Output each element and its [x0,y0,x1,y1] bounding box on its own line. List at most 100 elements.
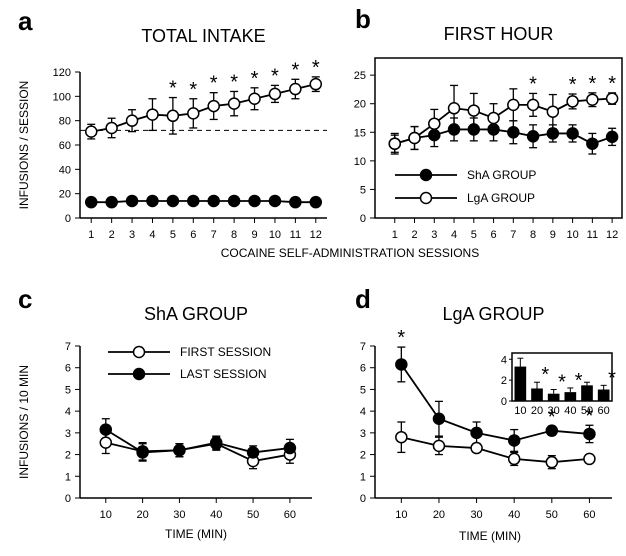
x-tick-label: 3 [431,229,437,241]
data-point [408,131,421,145]
data-point [467,123,481,136]
data-point [136,446,149,459]
series-line [91,200,316,204]
data-point [166,194,180,208]
x-axis-label: TIME (MIN) [165,527,227,541]
x-tick-label: 5 [471,229,477,241]
plot-frame [374,57,623,219]
data-point [447,102,461,115]
data-point [309,195,323,209]
x-tick-label: 11 [290,229,301,241]
data-point [388,137,402,150]
inset-significance-marker: * [608,367,616,389]
data-point [84,125,98,138]
y-tick-label: 80 [59,116,71,128]
y-tick-label: 7 [360,341,366,353]
y-tick-label: 15 [354,127,366,139]
data-point [99,436,113,449]
x-tick-label: 10 [395,509,407,521]
data-point [187,194,200,208]
x-tick-label: 4 [149,229,155,241]
x-tick-label: 2 [109,229,115,241]
significance-marker: * [586,405,594,427]
inset-y-tick-label: 2 [501,375,507,387]
data-point [125,114,139,127]
data-point [146,108,159,121]
y-tick-label: 3 [360,428,366,440]
y-tick-label: 2 [65,450,71,462]
legend-marker [132,345,146,359]
x-tick-label: 1 [88,229,94,241]
x-tick-label: 12 [310,229,322,241]
data-point [309,77,323,91]
data-point [289,82,302,96]
inset-x-tick-label: 10 [514,405,526,417]
inset-bar [514,366,527,401]
legend-label: FIRST SESSION [180,345,271,359]
data-point [507,98,520,112]
data-point [546,105,560,118]
inset-significance-marker: * [575,370,583,392]
legend-label: LAST SESSION [180,367,266,381]
y-tick-label: 60 [59,140,71,152]
data-point [207,194,220,208]
data-point [470,441,483,455]
inset-x-tick-label: 20 [531,405,543,417]
x-tick-label: 10 [566,229,578,241]
legend-label: ShA GROUP [467,168,536,182]
data-point [210,436,223,449]
y-tick-label: 5 [360,184,366,196]
y-tick-label: 20 [354,99,366,111]
data-point [187,107,200,120]
significance-marker: * [397,327,405,349]
data-point [470,426,483,440]
data-point [545,424,559,437]
y-tick-label: 0 [65,493,71,505]
panel-label: d [355,284,371,314]
data-point [428,117,441,130]
series-line [400,363,590,442]
x-tick-label: 1 [392,229,398,241]
significance-marker: * [569,74,577,96]
data-point [487,111,500,125]
series-line [91,83,316,133]
x-tick-label: 50 [247,509,259,521]
legend-marker [419,168,433,182]
data-point [586,137,599,150]
x-axis-label: COCAINE SELF-ADMINISTRATION SESSIONS [221,246,479,260]
x-tick-label: 60 [284,509,296,521]
x-tick-label: 9 [550,229,556,241]
legend-marker [132,367,146,381]
x-axis-label: TIME (MIN) [459,529,521,543]
data-point [125,194,139,208]
inset-bar [564,392,577,401]
inset-bar [547,393,560,401]
panel-title: LgA GROUP [442,304,544,324]
data-point [507,126,520,139]
data-point [283,441,297,455]
data-point [246,446,260,459]
x-tick-label: 60 [583,509,595,521]
data-point [566,127,579,140]
significance-marker: * [291,59,299,81]
significance-marker: * [271,65,279,87]
data-point [207,99,220,113]
y-tick-label: 3 [65,428,71,440]
series-line [394,128,613,145]
x-tick-label: 20 [433,509,445,521]
inset-bar [531,388,543,401]
y-tick-label: 0 [65,213,71,225]
data-point [248,194,261,208]
x-tick-label: 30 [173,509,185,521]
data-point [105,121,118,135]
x-tick-label: 5 [170,229,176,241]
y-tick-label: 4 [65,406,71,418]
y-tick-label: 120 [53,67,71,79]
y-axis-label: INFUSIONS / 10 MIN [17,365,31,479]
x-tick-label: 11 [587,229,598,241]
panel-label: b [355,4,371,34]
data-point [105,195,118,209]
data-point [546,127,560,140]
data-point [99,423,113,436]
